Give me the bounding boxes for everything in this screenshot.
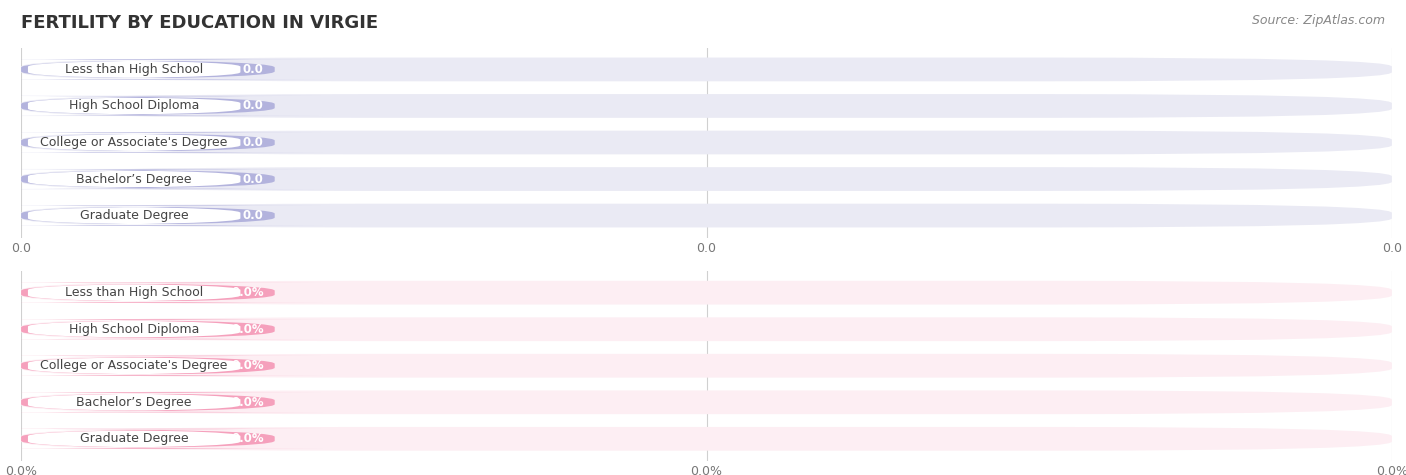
FancyBboxPatch shape <box>0 283 323 303</box>
Text: 0.0: 0.0 <box>243 99 264 113</box>
FancyBboxPatch shape <box>0 393 274 412</box>
Text: 0.0: 0.0 <box>243 63 264 76</box>
FancyBboxPatch shape <box>21 94 1392 118</box>
FancyBboxPatch shape <box>0 96 323 116</box>
FancyBboxPatch shape <box>0 356 274 375</box>
FancyBboxPatch shape <box>21 317 1392 341</box>
FancyBboxPatch shape <box>21 167 1392 191</box>
Text: Graduate Degree: Graduate Degree <box>80 209 188 222</box>
FancyBboxPatch shape <box>21 427 1392 451</box>
Text: 0.0%: 0.0% <box>231 432 264 446</box>
FancyBboxPatch shape <box>0 320 274 339</box>
FancyBboxPatch shape <box>0 133 274 152</box>
Text: Less than High School: Less than High School <box>65 286 204 299</box>
FancyBboxPatch shape <box>0 59 323 79</box>
Text: 0.0: 0.0 <box>243 172 264 186</box>
Text: 0.0: 0.0 <box>243 209 264 222</box>
FancyBboxPatch shape <box>21 281 1392 304</box>
FancyBboxPatch shape <box>21 204 1392 228</box>
Text: 0.0%: 0.0% <box>231 396 264 409</box>
FancyBboxPatch shape <box>0 60 274 79</box>
Text: College or Associate's Degree: College or Associate's Degree <box>41 359 228 372</box>
FancyBboxPatch shape <box>0 356 323 376</box>
FancyBboxPatch shape <box>0 133 323 152</box>
Text: High School Diploma: High School Diploma <box>69 99 200 113</box>
Text: College or Associate's Degree: College or Associate's Degree <box>41 136 228 149</box>
FancyBboxPatch shape <box>21 131 1392 154</box>
Text: Source: ZipAtlas.com: Source: ZipAtlas.com <box>1251 14 1385 27</box>
FancyBboxPatch shape <box>21 354 1392 378</box>
Text: High School Diploma: High School Diploma <box>69 323 200 336</box>
Text: Bachelor’s Degree: Bachelor’s Degree <box>76 396 193 409</box>
FancyBboxPatch shape <box>21 390 1392 414</box>
Text: 0.0: 0.0 <box>243 136 264 149</box>
Text: Bachelor’s Degree: Bachelor’s Degree <box>76 172 193 186</box>
Text: Less than High School: Less than High School <box>65 63 204 76</box>
FancyBboxPatch shape <box>0 429 323 449</box>
FancyBboxPatch shape <box>0 206 274 225</box>
FancyBboxPatch shape <box>0 319 323 339</box>
Text: 0.0%: 0.0% <box>231 286 264 299</box>
FancyBboxPatch shape <box>0 170 274 189</box>
FancyBboxPatch shape <box>0 284 274 302</box>
Text: 0.0%: 0.0% <box>231 359 264 372</box>
FancyBboxPatch shape <box>0 169 323 189</box>
Text: 0.0%: 0.0% <box>231 323 264 336</box>
Text: Graduate Degree: Graduate Degree <box>80 432 188 446</box>
FancyBboxPatch shape <box>0 206 323 226</box>
FancyBboxPatch shape <box>21 57 1392 81</box>
Text: FERTILITY BY EDUCATION IN VIRGIE: FERTILITY BY EDUCATION IN VIRGIE <box>21 14 378 32</box>
FancyBboxPatch shape <box>0 429 274 448</box>
FancyBboxPatch shape <box>0 392 323 412</box>
FancyBboxPatch shape <box>0 96 274 115</box>
